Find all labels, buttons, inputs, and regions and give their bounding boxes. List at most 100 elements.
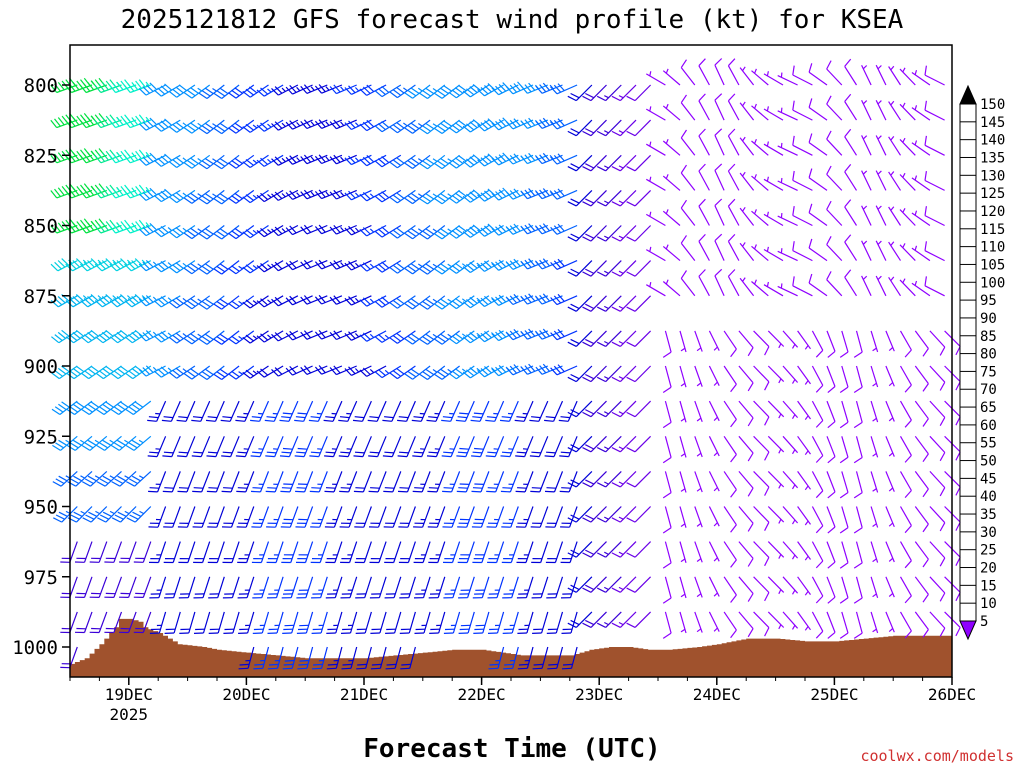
barb-feather — [427, 420, 437, 421]
barb-half-feather — [767, 212, 768, 217]
barb-feather — [150, 488, 159, 489]
wind-barb — [793, 101, 813, 120]
barb-feather — [840, 493, 848, 498]
barb-feather — [809, 98, 812, 107]
barb-feather — [627, 167, 636, 171]
wind-barb — [385, 577, 401, 598]
wind-barb — [442, 471, 460, 492]
barb-shaft — [915, 436, 928, 454]
barb-shaft — [809, 283, 827, 296]
barb-feather — [387, 664, 397, 665]
barb-shaft — [306, 542, 313, 563]
wind-barb — [809, 169, 827, 191]
barb-half-feather — [878, 241, 881, 244]
barb-feather — [205, 299, 213, 304]
barb-shaft — [827, 245, 842, 261]
barb-shaft — [724, 542, 736, 560]
barb-half-feather — [793, 555, 795, 559]
wind-barb — [488, 577, 504, 598]
barb-shaft — [739, 401, 753, 418]
barb-shaft — [635, 436, 651, 452]
wind-barb — [112, 507, 136, 523]
barb-feather — [148, 491, 158, 492]
barb-shaft — [709, 401, 719, 421]
wind-barb — [80, 78, 107, 92]
wind-barb — [345, 261, 372, 270]
wind-barb — [415, 612, 431, 634]
wind-barb — [798, 507, 811, 526]
wind-barb — [413, 471, 430, 492]
barb-feather — [390, 232, 398, 238]
wind-barb — [434, 155, 459, 168]
barb-feather — [940, 488, 945, 496]
wind-barb — [214, 331, 239, 345]
barb-half-feather — [98, 296, 102, 299]
colorbar-label: 5 — [980, 614, 988, 630]
barb-feather — [925, 206, 926, 215]
wind-barb — [354, 436, 372, 456]
barb-feather — [73, 368, 81, 374]
barb-feather — [169, 267, 177, 273]
barb-feather — [125, 373, 133, 379]
y-tick-label: 900 — [24, 356, 58, 378]
barb-shaft — [556, 612, 562, 633]
barb-feather — [214, 128, 222, 133]
wind-barb — [296, 577, 312, 598]
wind-barb — [827, 166, 842, 190]
barb-feather — [731, 419, 737, 427]
barb-shaft — [591, 471, 607, 487]
wind-barb — [169, 261, 195, 273]
barb-feather — [129, 443, 137, 448]
barb-feather — [731, 525, 737, 533]
barb-half-feather — [604, 166, 608, 168]
barb-shaft — [413, 226, 431, 239]
barb-shaft — [715, 276, 724, 296]
barb-feather — [396, 263, 404, 269]
barb-shaft — [889, 67, 901, 86]
wind-barb — [456, 436, 474, 456]
barb-feather — [208, 488, 217, 489]
wind-barb — [199, 120, 224, 134]
wind-barb — [420, 120, 445, 134]
barb-feather — [217, 231, 225, 236]
wind-barb — [740, 207, 754, 225]
wind-barb — [532, 612, 548, 634]
wind-barb — [886, 507, 894, 527]
barb-feather — [400, 488, 409, 489]
barb-feather — [923, 349, 928, 357]
wind-barb — [326, 612, 342, 634]
barb-feather — [426, 124, 434, 129]
barb-half-feather — [697, 348, 701, 351]
barb-shaft — [393, 507, 401, 528]
barb-feather — [585, 339, 594, 343]
barb-feather — [324, 456, 333, 457]
barb-shaft — [842, 331, 848, 352]
barb-feather — [517, 488, 526, 489]
barb-feather — [568, 377, 577, 381]
barb-half-feather — [385, 370, 389, 373]
barb-shaft — [408, 542, 415, 563]
barb-feather — [434, 128, 442, 133]
barb-shaft — [540, 507, 548, 528]
barb-shaft — [409, 612, 415, 633]
wind-barb — [597, 542, 621, 558]
barb-shaft — [413, 155, 431, 168]
barb-feather — [386, 668, 396, 669]
barb-half-feather — [213, 194, 217, 197]
barb-half-feather — [903, 68, 905, 72]
wind-barb — [925, 206, 945, 225]
barb-shaft — [620, 507, 636, 523]
barb-half-feather — [268, 124, 272, 127]
barb-feather — [925, 276, 926, 285]
colorbar-label: 45 — [980, 471, 997, 487]
wind-barb — [583, 542, 607, 558]
barb-half-feather — [604, 447, 608, 449]
barb-feather — [178, 491, 188, 492]
barb-shaft — [889, 172, 901, 191]
barb-feather — [793, 171, 794, 180]
barb-feather — [854, 633, 862, 638]
barb-shaft — [143, 542, 151, 563]
barb-shaft — [857, 577, 863, 598]
wind-barb — [546, 577, 562, 598]
wind-barb — [472, 471, 489, 492]
